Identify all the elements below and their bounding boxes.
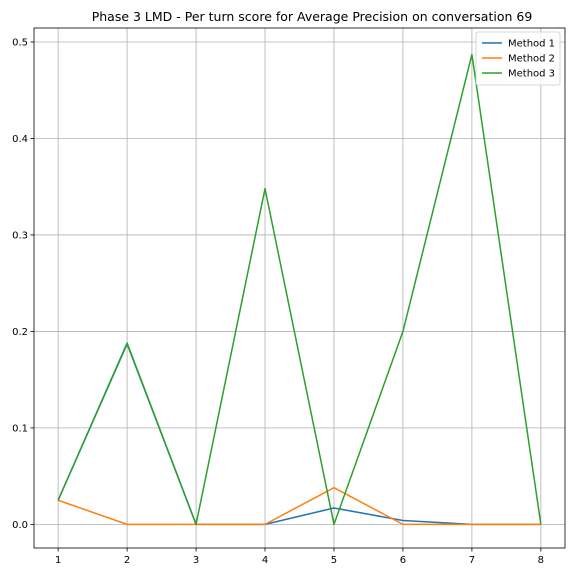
x-tick-label: 8 (538, 555, 544, 566)
x-tick-label: 1 (55, 555, 61, 566)
legend-label-method-1: Method 1 (508, 39, 555, 50)
x-tick-label: 3 (193, 555, 199, 566)
y-tick-label: 0.4 (12, 134, 28, 145)
plot-frame (33, 27, 566, 549)
legend-label-method-2: Method 2 (508, 54, 555, 65)
y-tick-label: 0.3 (12, 230, 28, 241)
y-tick-label: 0.1 (12, 423, 28, 434)
legend: Method 1 Method 2 Method 3 (475, 31, 561, 86)
series-line-method-2 (57, 486, 541, 526)
chart-title: Phase 3 LMD - Per turn score for Average… (92, 9, 533, 24)
series-line-method-3 (57, 53, 542, 526)
x-tick-label: 4 (262, 555, 268, 566)
x-tick-label: 7 (469, 555, 475, 566)
x-tick-label: 2 (124, 555, 130, 566)
legend-label-method-3: Method 3 (508, 69, 555, 80)
x-tick-label: 5 (331, 555, 337, 566)
legend-box (475, 31, 561, 86)
series-line-method-1 (57, 343, 541, 526)
axis-ticks: 1 2 3 4 5 6 7 8 0.0 0.1 0.2 0.3 0.4 0.5 (12, 37, 544, 566)
y-tick-label: 0.2 (12, 327, 28, 338)
y-tick-label: 0.0 (12, 520, 28, 531)
x-tick-label: 6 (400, 555, 406, 566)
series-lines (57, 53, 542, 526)
y-tick-label: 0.5 (12, 37, 28, 48)
grid (34, 28, 565, 548)
